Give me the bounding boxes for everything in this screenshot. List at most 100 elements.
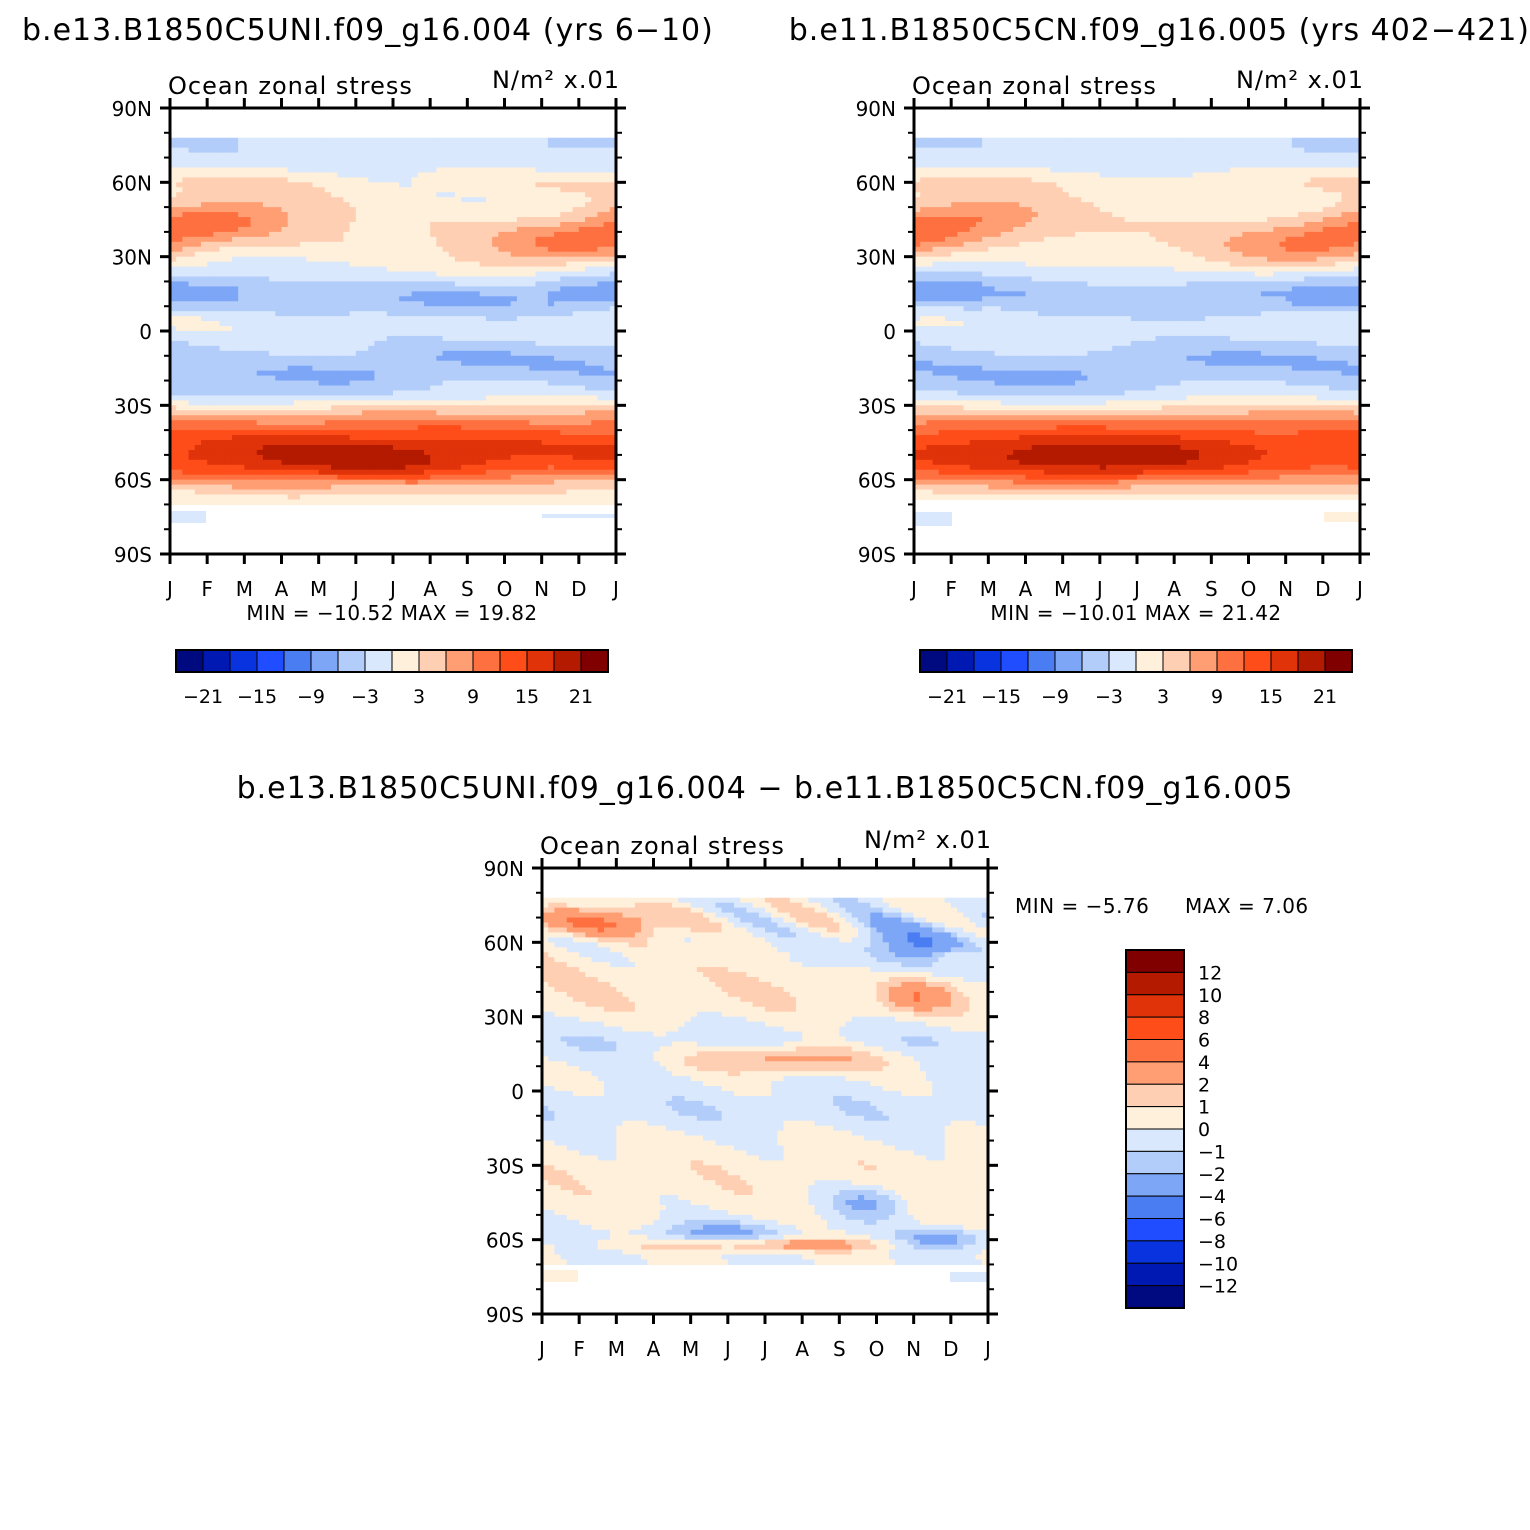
data-cell <box>300 425 307 431</box>
data-cell <box>256 182 264 188</box>
data-cell <box>436 256 444 263</box>
data-cell <box>436 355 444 362</box>
data-cell <box>461 172 468 178</box>
data-cell <box>591 231 599 238</box>
data-cell <box>405 187 413 193</box>
data-cell <box>535 360 543 367</box>
data-cell <box>170 321 177 327</box>
data-cell <box>244 221 252 228</box>
data-cell <box>306 420 314 426</box>
data-cell <box>479 301 487 307</box>
data-cell <box>516 276 524 283</box>
data-cell <box>355 301 363 307</box>
data-cell <box>244 236 252 243</box>
data-cell <box>442 335 450 342</box>
data-cell <box>293 177 301 183</box>
data-cell <box>238 345 245 352</box>
data-cell <box>374 459 382 466</box>
data-cell <box>578 207 586 213</box>
data-cell <box>244 370 252 377</box>
data-cell <box>238 177 245 183</box>
data-cell <box>454 231 462 238</box>
data-cell <box>591 464 599 471</box>
data-cell <box>423 321 431 327</box>
data-cell <box>529 415 537 421</box>
data-cell <box>386 440 394 446</box>
data-cell <box>231 261 239 268</box>
data-cell <box>250 296 258 302</box>
data-cell <box>609 301 617 307</box>
data-cell <box>349 420 357 426</box>
data-cell <box>300 440 307 446</box>
data-cell <box>386 350 394 357</box>
data-cell <box>560 281 568 287</box>
data-cell <box>275 420 283 426</box>
data-cell <box>306 444 314 451</box>
data-cell <box>262 479 270 486</box>
data-cell <box>200 251 208 258</box>
data-cell <box>609 425 617 431</box>
data-cell <box>331 177 338 183</box>
data-cell <box>213 231 221 238</box>
data-cell <box>281 301 289 307</box>
data-cell <box>219 296 227 302</box>
data-cell <box>516 430 524 436</box>
data-cell <box>492 469 499 476</box>
data-cell <box>585 405 592 411</box>
data-cell <box>504 380 512 387</box>
data-cell <box>498 464 506 471</box>
data-cell <box>355 162 363 169</box>
data-cell <box>423 251 431 258</box>
data-cell <box>324 474 332 481</box>
data-cell <box>442 202 450 208</box>
data-cell <box>510 474 518 481</box>
data-cell <box>312 331 320 337</box>
data-cell <box>591 172 599 178</box>
data-cell <box>461 365 468 372</box>
data-cell <box>182 469 190 476</box>
data-cell <box>355 335 363 342</box>
data-cell <box>473 464 481 471</box>
data-cell <box>442 142 450 149</box>
data-cell <box>231 365 239 372</box>
data-cell <box>448 226 456 233</box>
data-cell <box>331 479 338 486</box>
data-cell <box>585 261 592 268</box>
data-cell <box>293 425 301 431</box>
data-cell <box>293 306 301 312</box>
data-cell <box>609 231 617 238</box>
data-cell <box>213 276 221 283</box>
data-cell <box>423 454 431 461</box>
data-cell <box>207 152 214 159</box>
data-cell <box>287 326 295 332</box>
data-cell <box>591 291 599 297</box>
data-cell <box>213 415 221 421</box>
data-cell <box>343 340 351 347</box>
data-cell <box>207 345 214 352</box>
data-cell <box>225 301 233 307</box>
data-cell <box>176 177 183 183</box>
data-cell <box>448 335 456 342</box>
data-cell <box>498 474 506 481</box>
data-cell <box>591 137 599 144</box>
data-cell <box>535 375 543 382</box>
data-cell <box>256 385 264 392</box>
data-cell <box>554 410 561 416</box>
data-cell <box>188 182 196 188</box>
data-cell <box>442 360 450 367</box>
data-cell <box>256 479 264 486</box>
data-cell <box>275 301 283 307</box>
data-cell <box>498 192 506 198</box>
data-cell <box>306 192 314 198</box>
data-cell <box>485 395 493 401</box>
data-cell <box>430 271 437 278</box>
data-cell <box>324 172 332 178</box>
data-cell <box>219 474 227 481</box>
data-cell <box>417 197 425 203</box>
data-cell <box>492 375 499 382</box>
data-cell <box>547 464 555 471</box>
data-cell <box>238 137 245 144</box>
data-cell <box>281 380 289 387</box>
data-cell <box>349 231 357 238</box>
data-cell <box>417 187 425 193</box>
